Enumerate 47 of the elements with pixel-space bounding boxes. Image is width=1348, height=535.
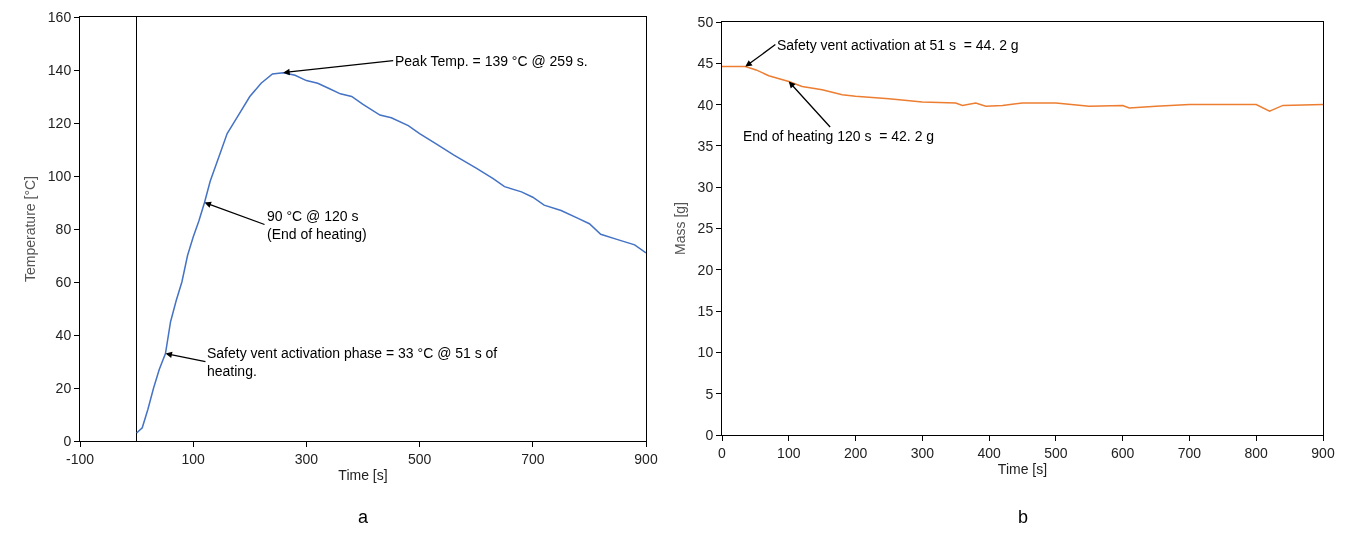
x-tick-label: 500 (407, 450, 432, 467)
y-tick-label: 45 (697, 55, 714, 72)
x-tick-label: 700 (521, 450, 545, 467)
x-tick-label: 800 (1244, 444, 1269, 461)
y-tick-label: 5 (705, 385, 714, 402)
x-tick-label: 600 (1110, 444, 1135, 461)
x-axis-title: Time [s] (997, 461, 1048, 478)
y-tick-label: 35 (697, 137, 714, 154)
x-tick-label: 900 (634, 450, 658, 467)
y-axis-title: Temperature [°C] (22, 176, 39, 282)
y-tick-label: 160 (47, 8, 72, 25)
x-tick-label: 200 (843, 444, 868, 461)
y-tick-label: 80 (55, 220, 72, 237)
y-tick-label: 30 (697, 179, 714, 196)
y-tick-label: 60 (55, 273, 72, 290)
y-tick-label: 50 (697, 13, 714, 30)
annotation: 90 °C @ 120 s (End of heating) (267, 208, 367, 243)
y-tick-label: 25 (697, 220, 714, 237)
y-tick-label: 20 (55, 379, 72, 396)
x-tick-label: 300 (910, 444, 935, 461)
x-tick-label: -100 (65, 450, 95, 467)
y-tick-label: 15 (697, 303, 714, 319)
y-tick-label: 120 (47, 114, 72, 131)
y-tick-label: 20 (697, 261, 714, 278)
x-tick-label: 400 (977, 444, 1001, 461)
x-tick-label: 300 (294, 450, 319, 467)
y-axis-title: Mass [g] (672, 202, 689, 255)
y-tick-label: 0 (63, 432, 72, 449)
annotation: End of heating 120 s = 42. 2 g (743, 128, 935, 144)
x-tick-label: 0 (718, 444, 727, 461)
x-tick-label: 100 (777, 444, 801, 461)
annotation: Peak Temp. = 139 °C @ 259 s. (395, 53, 588, 69)
text: b (1018, 507, 1029, 527)
x-tick-label: 900 (1311, 444, 1335, 461)
y-tick-label: 10 (697, 344, 714, 361)
y-tick-label: 0 (705, 426, 714, 443)
y-tick-label: 140 (47, 61, 72, 78)
annotation: Safety vent activation phase = 33 °C @ 51 s of heating. (207, 345, 498, 380)
x-tick-label: 500 (1044, 444, 1068, 461)
x-tick-label: 700 (1177, 444, 1202, 461)
y-tick-label: 40 (697, 96, 714, 113)
x-tick-label: 100 (181, 450, 206, 467)
y-tick-label: 100 (47, 167, 72, 184)
text: a (358, 507, 369, 527)
y-tick-label: 40 (55, 326, 72, 343)
annotation: Safety vent activation at 51 s = 44. 2 g (777, 37, 1019, 53)
x-axis-title: Time [s] (338, 467, 388, 484)
